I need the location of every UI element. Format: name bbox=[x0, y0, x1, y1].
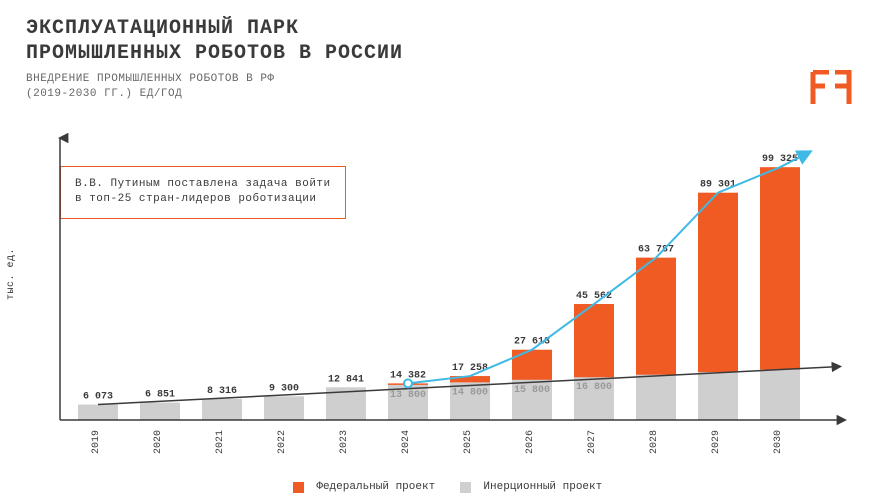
x-tick-label: 2030 bbox=[773, 430, 784, 454]
x-tick-label: 2019 bbox=[91, 430, 102, 454]
page-subtitle: ВНЕДРЕНИЕ ПРОМЫШЛЕННЫХ РОБОТОВ В РФ (201… bbox=[26, 72, 275, 103]
value-label-top: 17 258 bbox=[452, 363, 488, 374]
legend-swatch-federal bbox=[293, 482, 304, 493]
bar-inertial bbox=[264, 396, 304, 420]
subtitle-line-2: (2019-2030 ГГ.) ЕД/ГОД bbox=[26, 88, 182, 100]
value-label-top: 9 300 bbox=[269, 383, 299, 394]
value-label-top: 6 851 bbox=[145, 390, 175, 401]
value-label-bottom: 15 800 bbox=[514, 385, 550, 396]
bar-inertial-overlay bbox=[760, 370, 800, 420]
value-label-top: 8 316 bbox=[207, 386, 237, 397]
chart-legend: Федеральный проект Инерционный проект bbox=[0, 481, 877, 494]
value-label-top: 89 301 bbox=[700, 180, 736, 191]
x-tick-label: 2021 bbox=[215, 430, 226, 454]
legend-swatch-inertial bbox=[460, 482, 471, 493]
value-label-bottom: 13 800 bbox=[390, 390, 426, 401]
value-label-top: 6 073 bbox=[83, 392, 113, 403]
x-tick-label: 2020 bbox=[153, 430, 164, 454]
y-axis-label: тыс. ед. bbox=[6, 248, 17, 300]
page-title: ЭКСПЛУАТАЦИОННЫЙ ПАРК ПРОМЫШЛЕННЫХ РОБОТ… bbox=[26, 16, 403, 66]
x-tick-label: 2027 bbox=[587, 430, 598, 454]
x-tick-label: 2028 bbox=[649, 430, 660, 454]
title-line-2: ПРОМЫШЛЕННЫХ РОБОТОВ В РОССИИ bbox=[26, 42, 403, 65]
value-label-top: 27 613 bbox=[514, 337, 550, 348]
curve-start-marker bbox=[404, 379, 412, 387]
subtitle-line-1: ВНЕДРЕНИЕ ПРОМЫШЛЕННЫХ РОБОТОВ В РФ bbox=[26, 73, 275, 85]
x-tick-label: 2022 bbox=[277, 430, 288, 454]
value-label-top: 12 841 bbox=[328, 374, 364, 385]
title-line-1: ЭКСПЛУАТАЦИОННЫЙ ПАРК bbox=[26, 17, 299, 40]
bar-inertial-overlay bbox=[636, 375, 676, 420]
bar-inertial-overlay bbox=[698, 372, 738, 420]
x-tick-label: 2026 bbox=[525, 430, 536, 454]
legend-label-inertial: Инерционный проект bbox=[483, 481, 602, 493]
x-tick-label: 2025 bbox=[463, 430, 474, 454]
value-label-top: 63 787 bbox=[638, 245, 674, 256]
bar-inertial bbox=[202, 399, 242, 420]
bar-inertial bbox=[140, 403, 180, 420]
bar-inertial bbox=[78, 405, 118, 420]
legend-label-federal: Федеральный проект bbox=[316, 481, 435, 493]
x-tick-label: 2024 bbox=[401, 430, 412, 454]
value-label-bottom: 16 800 bbox=[576, 382, 612, 393]
bar-chart: 6 073 2019 6 851 2020 8 316 2021 9 300 2022 12 8… bbox=[40, 130, 860, 460]
value-label-bottom: 14 800 bbox=[452, 387, 488, 398]
brand-logo-icon bbox=[809, 70, 853, 106]
x-tick-label: 2029 bbox=[711, 430, 722, 454]
value-label-top: 45 562 bbox=[576, 291, 612, 302]
x-tick-label: 2023 bbox=[339, 430, 350, 454]
